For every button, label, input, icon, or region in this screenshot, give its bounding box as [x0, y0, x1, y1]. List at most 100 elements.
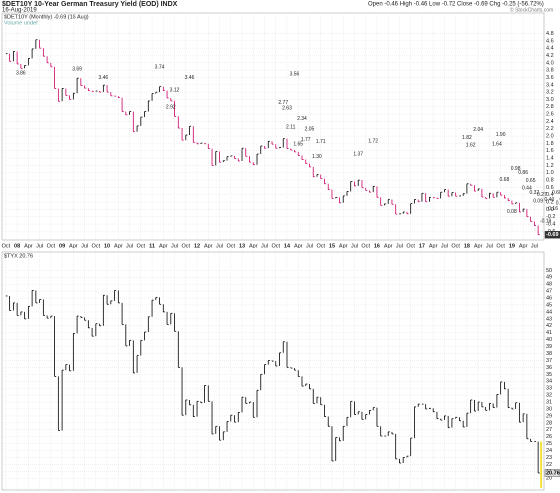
- panel-frame: [1, 251, 545, 491]
- y-tick-label: 1.8: [546, 141, 554, 147]
- annotation: 3.86: [16, 70, 26, 76]
- y-tick-label: 46: [546, 296, 552, 302]
- annotation: 2.04: [473, 127, 483, 133]
- y-tick-label: 27: [546, 427, 552, 433]
- y-tick-label: 1.0: [546, 170, 554, 176]
- y-tick-label: 30: [546, 406, 552, 412]
- annotation: 1.64: [492, 142, 502, 148]
- annotation: 1.72: [368, 139, 378, 145]
- x-tick-label: Oct: [2, 243, 11, 249]
- x-tick-label: Jul: [81, 243, 88, 249]
- y-tick-label: 29: [546, 413, 552, 419]
- x-tick-label: Apr: [159, 243, 168, 249]
- x-tick-label: Apr: [114, 243, 123, 249]
- annotation: 2.77: [278, 100, 288, 106]
- annotation: 1.77: [301, 137, 311, 143]
- legend-entry: $DET10Y (Monthly) -0.69 (16 Aug): [4, 14, 89, 20]
- annotation: 1.71: [316, 139, 326, 145]
- y-tick-label: 37: [546, 358, 552, 364]
- annotation: 1.30: [312, 154, 322, 160]
- x-tick-label: Jul: [216, 243, 223, 249]
- credit: © StockCharts.com: [510, 6, 553, 13]
- y-tick-label: 3.0: [546, 97, 554, 103]
- y-tick-label: 4.0: [546, 60, 554, 66]
- y-tick-label: 39: [546, 344, 552, 350]
- y-tick-label: 50: [546, 268, 552, 274]
- x-tick-label: 12: [194, 243, 200, 249]
- y-tick-label: 1.2: [546, 163, 554, 169]
- y-tick-label: 23: [546, 455, 552, 461]
- last-value-box: [544, 231, 560, 239]
- y-tick-label: 26: [546, 434, 552, 440]
- y-tick-label: 36: [546, 365, 552, 371]
- x-tick-label: Oct: [361, 243, 370, 249]
- x-tick-label: Jul: [441, 243, 448, 249]
- last-value-label: -0.69: [546, 232, 559, 238]
- x-tick-label: Oct: [406, 243, 415, 249]
- x-tick-label: 08: [14, 243, 20, 249]
- panel-frame: [1, 12, 545, 241]
- x-tick-label: 15: [329, 243, 335, 249]
- annotation: 1.62: [466, 142, 476, 148]
- annotation: 0.65: [526, 178, 536, 184]
- y-tick-label: 4.8: [546, 31, 554, 37]
- x-tick-label: Jul: [261, 243, 268, 249]
- x-tick-label: Oct: [451, 243, 460, 249]
- x-tick-label: Jul: [126, 243, 133, 249]
- x-tick-label: 11: [149, 243, 155, 249]
- x-tick-label: Jul: [531, 243, 538, 249]
- y-tick-label: 1.6: [546, 148, 554, 154]
- last-value-label: 20.76: [546, 470, 560, 476]
- y-tick-label: 35: [546, 372, 552, 378]
- annotation: 0.09: [533, 198, 543, 204]
- x-tick-label: Apr: [204, 243, 213, 249]
- y-tick-label: 31: [546, 399, 552, 405]
- x-tick-label: Jul: [351, 243, 358, 249]
- annotation: 0.27: [537, 192, 547, 198]
- x-tick-label: Apr: [24, 243, 33, 249]
- x-tick-label: 10: [104, 243, 110, 249]
- y-tick-label: -0.4: [546, 222, 555, 228]
- annotation: 0.32: [530, 190, 540, 196]
- annotation: 1.90: [496, 132, 506, 138]
- annotation: 0.40: [545, 197, 555, 203]
- annotation: 1.37: [353, 152, 363, 158]
- x-tick-label: 18: [464, 243, 470, 249]
- annotation: 2.34: [297, 116, 307, 122]
- y-tick-label: 44: [546, 309, 552, 315]
- y-tick-label: 49: [546, 275, 552, 281]
- x-tick-label: 13: [239, 243, 245, 249]
- x-tick-label: Jul: [36, 243, 43, 249]
- x-tick-label: Apr: [519, 243, 528, 249]
- y-tick-label: 43: [546, 316, 552, 322]
- y-tick-label: 0.8: [546, 178, 554, 184]
- annotation: -0.19: [540, 219, 552, 225]
- annotation: 1.65: [293, 141, 303, 147]
- y-tick-label: 32: [546, 393, 552, 399]
- annotation: 3.74: [155, 65, 165, 71]
- x-tick-label: Jul: [486, 243, 493, 249]
- y-tick-label: 42: [546, 323, 552, 329]
- x-tick-label: Apr: [429, 243, 438, 249]
- x-tick-label: Oct: [92, 243, 101, 249]
- y-tick-label: 0.4: [546, 192, 554, 198]
- y-tick-label: 34: [546, 379, 552, 385]
- y-tick-label: 2.8: [546, 104, 554, 110]
- y-tick-label: 3.6: [546, 75, 554, 81]
- x-tick-label: Apr: [384, 243, 393, 249]
- x-tick-label: Oct: [316, 243, 325, 249]
- x-tick-label: Oct: [182, 243, 191, 249]
- quote: Open -0.46 High -0.46 Low -0.72 Close -0…: [368, 2, 544, 8]
- x-tick-label: 16: [374, 243, 380, 249]
- x-tick-label: Oct: [271, 243, 280, 249]
- annotation: 2.92: [166, 105, 176, 111]
- y-tick-label: 3.4: [546, 82, 554, 88]
- y-tick-label: 2.0: [546, 134, 554, 140]
- y-tick-label: 41: [546, 330, 552, 336]
- y-tick-label: 2.6: [546, 112, 554, 118]
- x-tick-label: 19: [509, 243, 515, 249]
- last-value-box: [544, 469, 560, 477]
- x-tick-label: 14: [284, 243, 291, 249]
- x-tick-label: Apr: [294, 243, 303, 249]
- x-tick-label: Apr: [249, 243, 258, 249]
